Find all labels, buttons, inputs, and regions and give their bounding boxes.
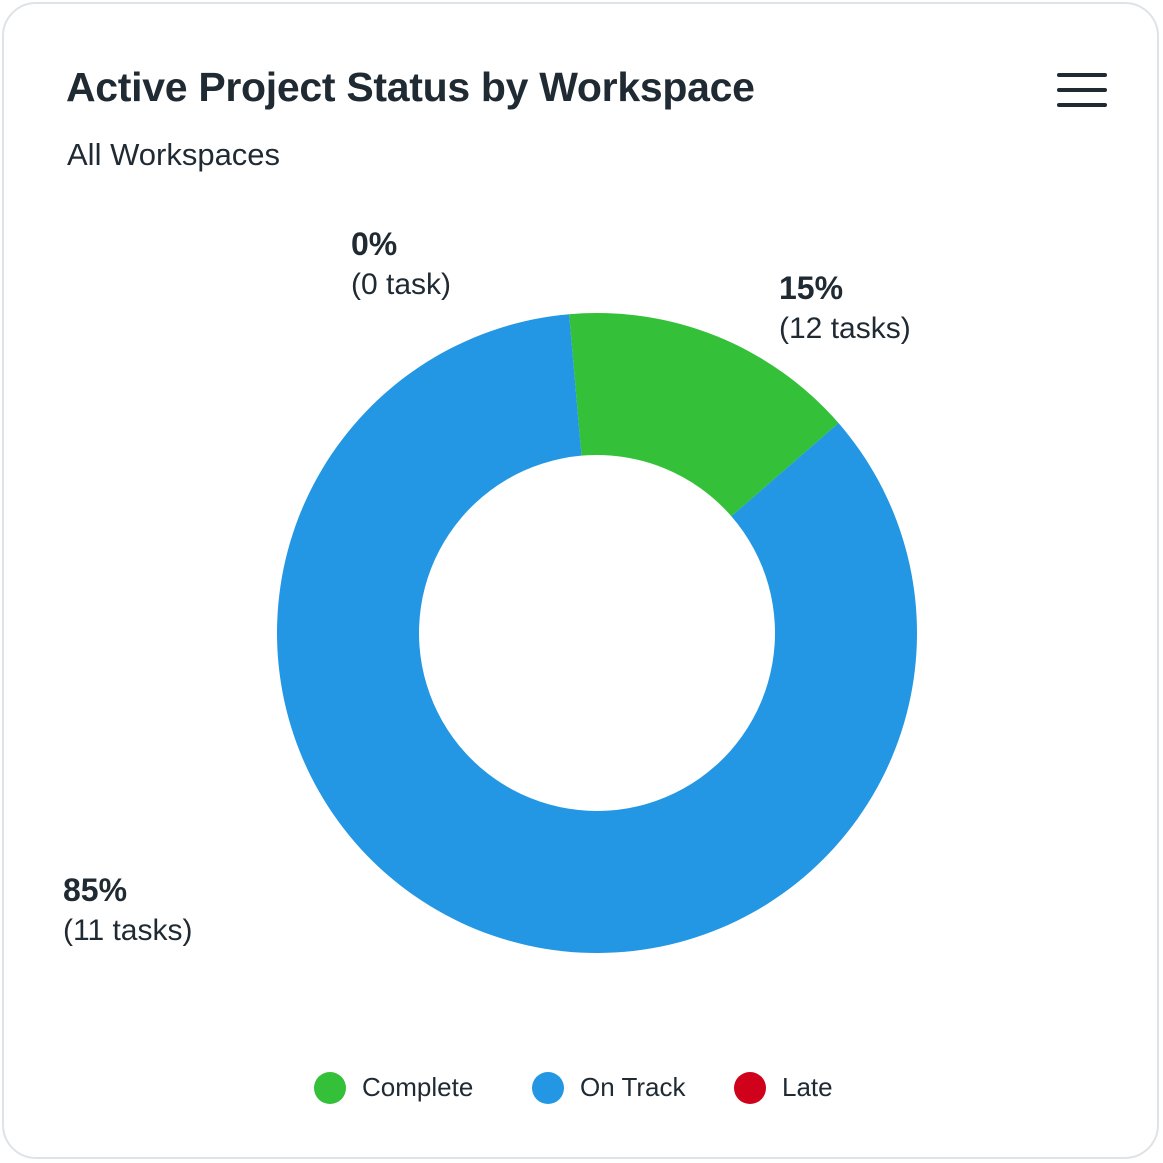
legend-swatch-complete — [314, 1072, 346, 1104]
donut-slice-complete[interactable] — [569, 312, 839, 517]
donut-slice-on-track[interactable] — [276, 314, 917, 954]
legend-label: Late — [782, 1072, 833, 1102]
hamburger-menu-icon[interactable] — [1048, 62, 1116, 118]
chart-title: Active Project Status by Workspace — [66, 64, 755, 110]
data-label-late: 0% (0 task) — [351, 228, 451, 300]
menu-bar — [1057, 88, 1107, 92]
data-label-complete: 15% (12 tasks) — [779, 272, 911, 344]
data-label-count: (11 tasks) — [63, 914, 193, 947]
menu-bar — [1057, 73, 1107, 77]
chart-legend: Complete On Track Late — [0, 1068, 1163, 1108]
legend-label: On Track — [580, 1072, 686, 1102]
legend-swatch-late — [734, 1072, 766, 1104]
menu-bar — [1057, 103, 1107, 107]
chart-subtitle: All Workspaces — [67, 137, 281, 172]
legend-swatch-on-track — [532, 1072, 564, 1104]
legend-label: Complete — [362, 1072, 474, 1102]
data-label-on-track: 85% (11 tasks) — [63, 874, 192, 946]
data-label-percent: 15% — [779, 270, 844, 306]
data-label-percent: 0% — [351, 226, 398, 262]
data-label-percent: 85% — [63, 872, 128, 908]
data-label-count: (0 task) — [351, 268, 452, 301]
data-label-count: (12 tasks) — [779, 312, 911, 345]
